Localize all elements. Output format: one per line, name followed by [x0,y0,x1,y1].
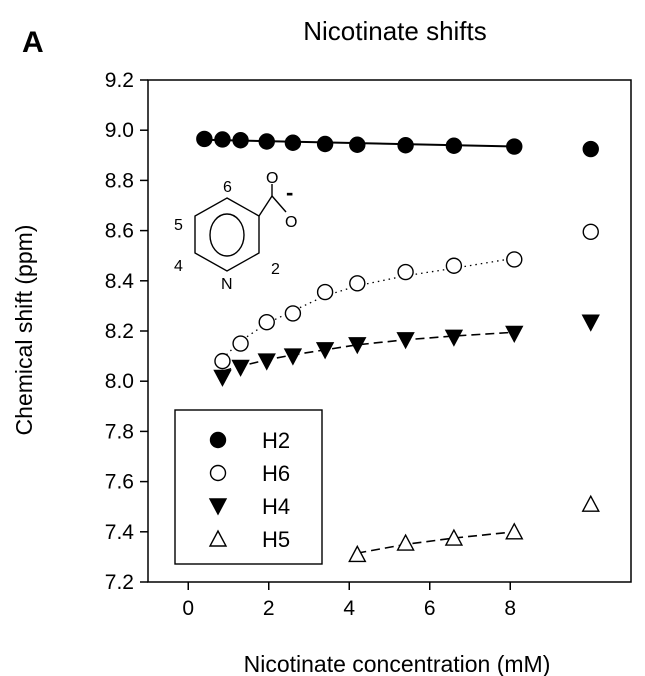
oxygen-label-top: O [266,170,278,187]
data-point-h4 [213,369,232,387]
x-axis-ticks: 0 2 4 6 8 [182,582,516,620]
data-point-h2 [506,138,523,155]
y-tick-label: 8.2 [105,320,134,343]
y-axis-label: Chemical shift (ppm) [11,225,37,436]
y-tick-label: 9.2 [105,69,134,92]
data-points [196,130,600,563]
data-point-h6 [506,251,523,268]
y-tick-label: 7.4 [105,521,135,544]
data-point-h6 [397,263,414,281]
legend-label-h6: H6 [262,461,290,486]
data-point-h5 [444,528,464,546]
x-tick-label: 2 [263,597,275,620]
y-tick-label: 8.4 [105,270,135,293]
data-point-h2 [258,133,275,150]
data-point-h2 [214,131,231,148]
x-axis-label: Nicotinate concentration (mM) [244,651,551,676]
legend-label-h4: H4 [262,494,290,519]
data-point-h6 [445,257,463,274]
data-point-h6 [214,352,231,370]
data-point-h4 [505,325,524,343]
data-point-h5 [348,544,367,563]
legend-marker-h6 [209,464,227,482]
y-tick-label: 9.0 [105,119,134,142]
y-tick-label: 7.2 [105,571,134,594]
legend-label-h2: H2 [262,428,290,453]
data-point-h2 [349,136,366,153]
y-tick-label: 8.0 [105,370,134,393]
data-point-h5 [396,533,415,551]
data-point-h4 [581,314,600,332]
carbonyl-bond-right [271,195,287,213]
data-point-h6 [316,283,334,301]
data-point-h6 [582,223,599,241]
y-axis-ticks: 7.2 7.4 7.6 7.8 8.0 8.2 8.4 8.6 8.8 9.0 9.2 [105,69,148,594]
y-tick-label: 8.8 [105,169,134,192]
ring-number-6: 6 [223,179,232,196]
data-point-h2 [316,135,334,153]
data-point-h4 [257,353,276,371]
data-point-h2 [397,137,414,154]
pyridine-ring [194,197,260,272]
x-tick-label: 6 [424,597,436,620]
data-point-h6 [284,305,302,322]
data-point-h4 [396,332,415,350]
aromatic-circle [209,213,245,257]
oxygen-label-right: O [285,214,297,231]
data-point-h4 [283,348,303,366]
data-point-h5 [505,522,524,540]
x-tick-label: 4 [343,597,355,620]
data-point-h5 [581,494,600,512]
panel-label: A [22,26,44,59]
nicotinate-structure-inset: 6 5 4 2 N O O - [174,170,297,293]
data-point-h2 [232,132,249,149]
y-tick-label: 8.6 [105,220,134,243]
data-point-h6 [232,335,249,352]
fit-line-h5 [357,531,515,554]
y-tick-label: 7.8 [105,420,134,443]
carboxylate-bond [258,195,273,217]
legend-marker-h5 [208,529,228,547]
legend: H2 H6 H4 H5 [174,409,323,565]
data-point-h2 [445,137,463,154]
x-tick-label: 0 [182,597,194,620]
ring-number-5: 5 [174,217,183,234]
data-point-h2 [284,134,302,151]
data-point-h4 [231,359,250,377]
x-tick-label: 8 [504,597,516,620]
data-point-h2 [582,140,599,158]
data-point-h2 [196,130,213,148]
legend-marker-h4 [208,498,228,516]
legend-label-h5: H5 [262,527,290,552]
data-point-h6 [349,275,366,292]
charge-label: - [286,180,293,205]
data-point-h4 [348,337,367,355]
legend-marker-h2 [209,431,227,449]
ring-number-4: 4 [174,258,183,275]
ring-number-2: 2 [271,261,280,278]
y-tick-label: 7.6 [105,471,134,494]
data-point-h6 [258,314,275,331]
data-point-h4 [315,342,335,360]
legend-box [174,409,323,565]
chart-title: Nicotinate shifts [303,16,487,46]
data-point-h4 [444,329,464,347]
nitrogen-atom-label: N [221,276,233,293]
